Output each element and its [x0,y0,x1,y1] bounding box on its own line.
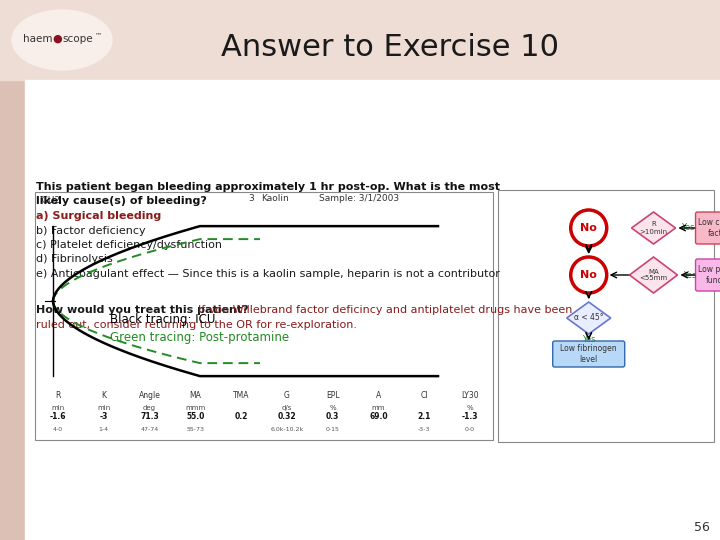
Text: c) Platelet deficiency/dysfunction: c) Platelet deficiency/dysfunction [36,240,222,250]
Text: ICU2: ICU2 [39,196,60,205]
Text: likely cause(s) of bleeding?: likely cause(s) of bleeding? [36,197,207,206]
Bar [25,80,720,540]
Bar [0,0,25,540]
Text: 0-0: 0-0 [465,427,475,432]
Text: Low platelet
function: Low platelet function [698,265,720,285]
Text: 0.3: 0.3 [326,412,339,421]
Text: e) Anticoagulant effect — Since this is a kaolin sample, heparin is not a contri: e) Anticoagulant effect — Since this is … [36,269,500,279]
Text: 0-15: 0-15 [325,427,340,432]
Polygon shape [567,302,611,334]
Text: MA: MA [189,391,201,400]
Bar [0,0,720,80]
Text: A: A [376,391,381,400]
Text: d) Fibrinolysis: d) Fibrinolysis [36,254,113,265]
Polygon shape [629,257,678,293]
FancyBboxPatch shape [553,341,625,367]
Text: Black tracing: ICU: Black tracing: ICU [110,313,215,326]
Text: No: No [580,270,597,280]
Bar [35,192,493,440]
Text: 4-0: 4-0 [53,427,63,432]
Text: If von Willebrand factor deficincy and antiplatelet drugs have been: If von Willebrand factor deficincy and a… [198,305,572,315]
Text: 0.32: 0.32 [278,412,296,421]
Text: 0.2: 0.2 [235,412,248,421]
Text: haem: haem [22,34,52,44]
Text: R
>10min: R >10min [639,221,667,234]
Text: min: min [51,405,65,411]
Text: G: G [284,391,290,400]
Text: Answer to Exercise 10: Answer to Exercise 10 [221,32,559,62]
Text: deg: deg [143,405,156,411]
Text: d/s: d/s [282,405,292,411]
Polygon shape [631,212,675,244]
Text: 55-73: 55-73 [186,427,204,432]
Text: mmm: mmm [185,405,205,411]
Text: TMA: TMA [233,391,249,400]
Text: 69.0: 69.0 [369,412,388,421]
Text: Angle: Angle [138,391,161,400]
Text: %: % [467,405,474,411]
Text: 2.1: 2.1 [418,412,431,421]
Text: Low fibrinogen
level: Low fibrinogen level [560,345,617,364]
Text: -3-3: -3-3 [418,427,431,432]
Circle shape [571,257,607,293]
Text: 71.3: 71.3 [140,412,159,421]
Text: -3: -3 [99,412,108,421]
Text: Low clotting
factors: Low clotting factors [698,218,720,238]
Text: Yes: Yes [682,224,695,233]
Text: How would you treat this patient?: How would you treat this patient? [36,305,248,315]
Text: Yes: Yes [683,271,697,280]
Text: K: K [102,391,107,400]
Text: mm: mm [372,405,385,411]
Text: R: R [55,391,60,400]
Text: CI: CI [420,391,428,400]
Text: No: No [580,223,597,233]
FancyBboxPatch shape [696,259,720,291]
Text: ●: ● [52,34,62,44]
Text: %: % [329,405,336,411]
Text: scope: scope [62,34,93,44]
Text: LY30: LY30 [462,391,479,400]
Text: 1-4: 1-4 [99,427,109,432]
Text: ™: ™ [94,32,102,38]
Text: 47-74: 47-74 [140,427,158,432]
Text: This patient began bleeding approximately 1 hr post-op. What is the most: This patient began bleeding approximatel… [36,182,500,192]
Text: b) Factor deficiency: b) Factor deficiency [36,226,145,235]
Text: Sample: 3/1/2003: Sample: 3/1/2003 [319,194,399,203]
FancyBboxPatch shape [696,212,720,244]
Text: a) Surgical bleeding: a) Surgical bleeding [36,211,161,221]
Text: ruled out, consider returning to the OR for re-exploration.: ruled out, consider returning to the OR … [36,320,357,330]
Text: Kaolin: Kaolin [261,194,289,203]
Text: 55.0: 55.0 [186,412,204,421]
Text: 6.0k-10.2k: 6.0k-10.2k [270,427,304,432]
Circle shape [571,210,607,246]
Text: -1.6: -1.6 [50,412,66,421]
Text: EPL: EPL [326,391,340,400]
Text: MA
<55mm: MA <55mm [639,268,667,281]
Text: 56: 56 [694,521,710,534]
Text: α < 45°: α < 45° [574,314,603,322]
Text: Green tracing: Post-protamine: Green tracing: Post-protamine [110,330,289,343]
Ellipse shape [12,10,112,70]
Text: min: min [97,405,110,411]
Bar [498,190,714,442]
Text: 3: 3 [248,194,254,203]
Text: -1.3: -1.3 [462,412,478,421]
Text: Yes: Yes [582,335,595,345]
